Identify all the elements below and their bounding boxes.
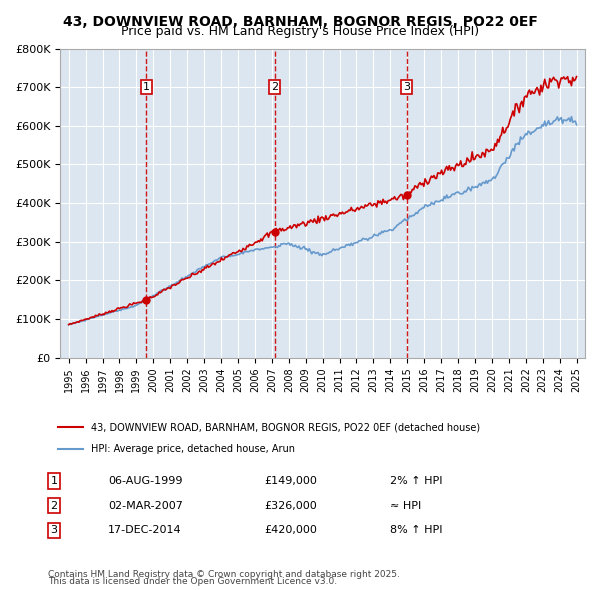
Text: Price paid vs. HM Land Registry's House Price Index (HPI): Price paid vs. HM Land Registry's House … [121,25,479,38]
Text: £420,000: £420,000 [264,526,317,535]
Text: 43, DOWNVIEW ROAD, BARNHAM, BOGNOR REGIS, PO22 0EF: 43, DOWNVIEW ROAD, BARNHAM, BOGNOR REGIS… [62,15,538,29]
Text: ≈ HPI: ≈ HPI [390,501,421,510]
Text: 2: 2 [271,82,278,92]
Text: 06-AUG-1999: 06-AUG-1999 [108,476,182,486]
Text: Contains HM Land Registry data © Crown copyright and database right 2025.: Contains HM Land Registry data © Crown c… [48,571,400,579]
Text: This data is licensed under the Open Government Licence v3.0.: This data is licensed under the Open Gov… [48,578,337,586]
Text: 1: 1 [143,82,150,92]
Text: 1: 1 [50,476,58,486]
Text: 02-MAR-2007: 02-MAR-2007 [108,501,183,510]
Text: 8% ↑ HPI: 8% ↑ HPI [390,526,443,535]
Text: £149,000: £149,000 [264,476,317,486]
Text: 2: 2 [50,501,58,510]
Text: 3: 3 [403,82,410,92]
Text: 17-DEC-2014: 17-DEC-2014 [108,526,182,535]
Text: 2% ↑ HPI: 2% ↑ HPI [390,476,443,486]
Text: HPI: Average price, detached house, Arun: HPI: Average price, detached house, Arun [91,444,295,454]
Text: 3: 3 [50,526,58,535]
Text: 43, DOWNVIEW ROAD, BARNHAM, BOGNOR REGIS, PO22 0EF (detached house): 43, DOWNVIEW ROAD, BARNHAM, BOGNOR REGIS… [91,422,480,432]
Text: £326,000: £326,000 [264,501,317,510]
